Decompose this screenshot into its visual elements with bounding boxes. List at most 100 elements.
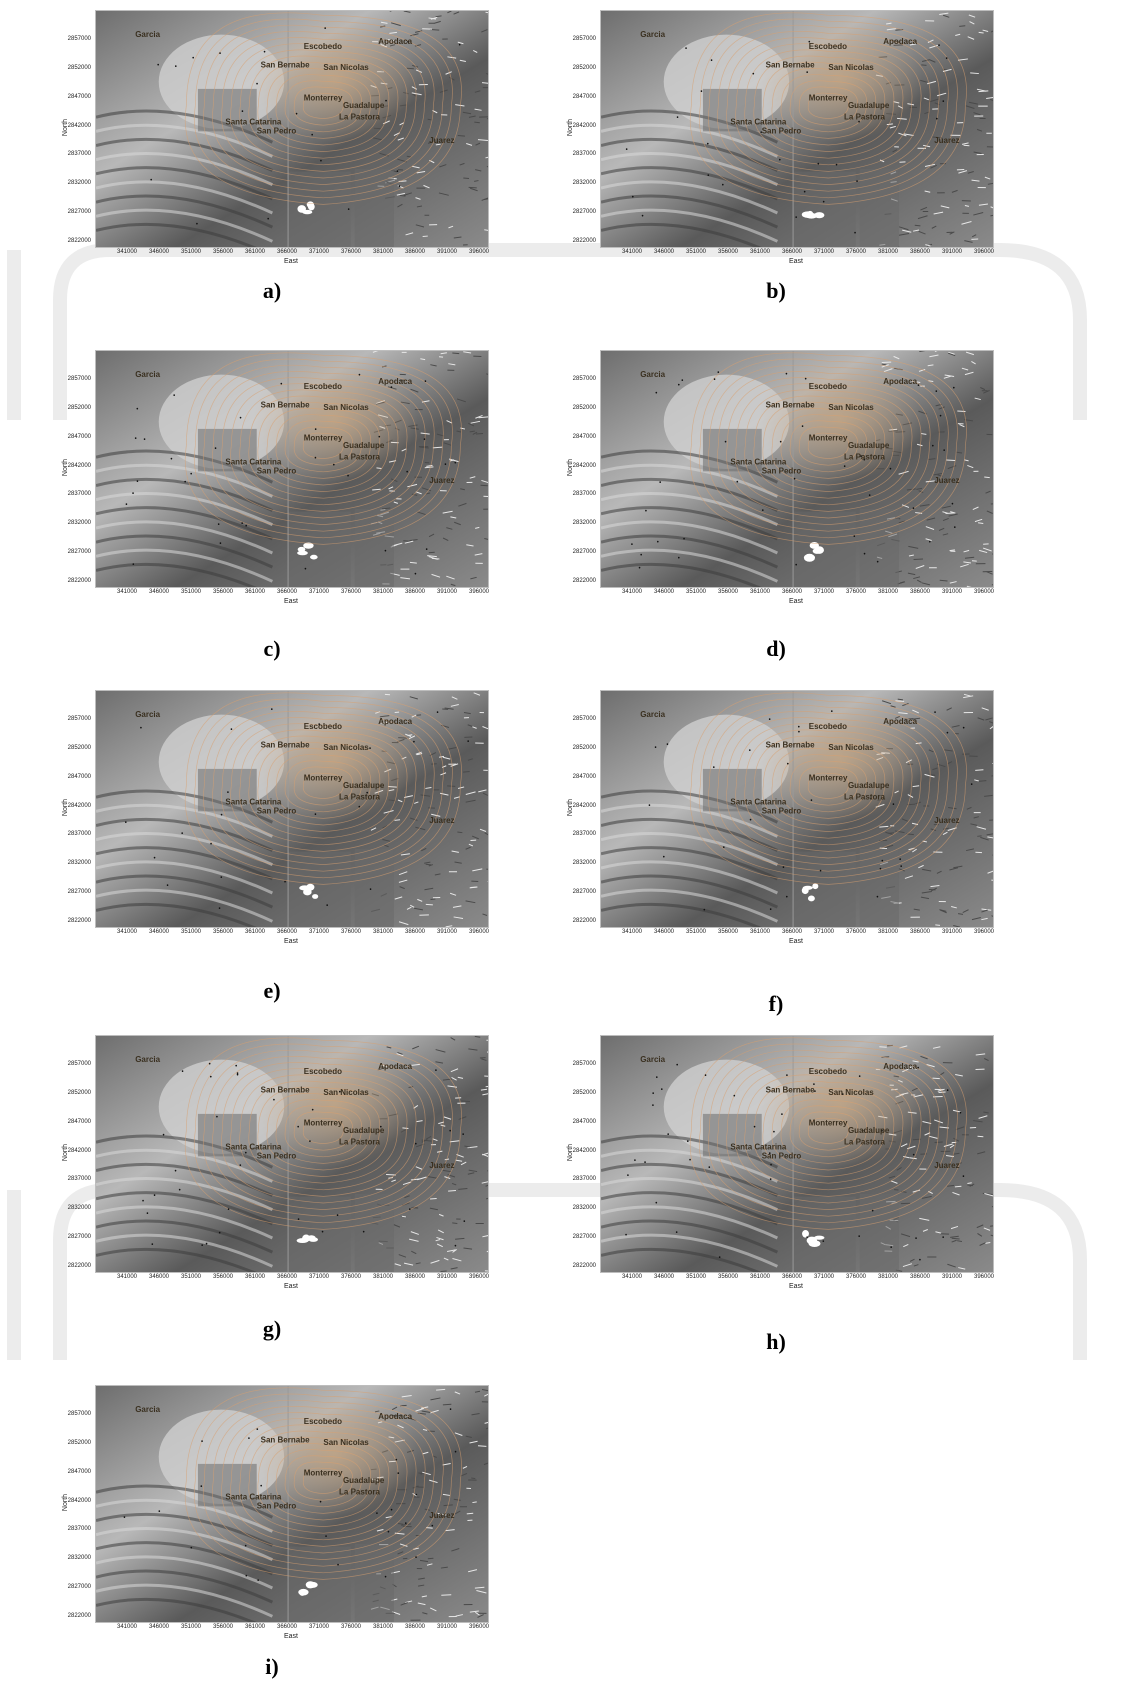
x-tick-label: 361000 — [244, 1624, 266, 1630]
sample-point: • — [311, 133, 313, 139]
terrain-texture — [978, 780, 987, 782]
x-tick-label: 396000 — [973, 1274, 995, 1280]
image-tile — [859, 1194, 899, 1272]
x-tick-label: 386000 — [404, 589, 426, 595]
panel-label: a) — [262, 278, 282, 303]
terrain-texture — [457, 831, 463, 834]
sample-point: • — [385, 99, 387, 105]
terrain-texture — [409, 539, 418, 542]
panel-label: h) — [766, 1329, 786, 1354]
white-spot — [298, 1588, 309, 1596]
terrain-texture — [984, 176, 991, 180]
terrain-texture — [462, 771, 470, 773]
y-tick-label: 2842000 — [572, 462, 596, 469]
terrain-texture — [435, 15, 442, 18]
contour-line — [780, 1099, 877, 1164]
sample-point: • — [396, 170, 398, 176]
x-tick-label: 366000 — [781, 929, 803, 935]
sample-point: • — [813, 1083, 815, 1089]
terrain-texture — [468, 1169, 478, 1173]
terrain-texture — [949, 867, 959, 871]
terrain-texture — [455, 1237, 465, 1240]
contour-line — [184, 1037, 462, 1230]
white-spot — [812, 548, 821, 554]
ridge-line — [96, 1569, 274, 1604]
sample-point: • — [358, 373, 360, 379]
terrain-texture — [933, 211, 944, 215]
terrain-texture — [404, 1195, 410, 1199]
contour-line — [293, 86, 353, 126]
terrain-texture — [912, 1060, 919, 1063]
contour-line — [257, 401, 390, 492]
contour-line — [302, 772, 344, 799]
terrain-texture — [397, 1551, 404, 1555]
sample-point: • — [879, 867, 881, 873]
terrain-texture — [961, 142, 969, 145]
terrain-texture — [915, 512, 923, 514]
sample-point: • — [971, 782, 973, 788]
terrain-texture — [425, 492, 431, 495]
x-tick-label: 386000 — [909, 589, 931, 595]
ridge-line — [96, 180, 274, 215]
sample-point: • — [415, 1556, 417, 1562]
y-tick-label: 2837000 — [67, 1526, 91, 1533]
sample-point: • — [295, 112, 297, 118]
terrain-texture — [425, 863, 432, 866]
white-spot — [302, 1234, 311, 1242]
terrain-texture — [469, 886, 478, 889]
terrain-texture — [931, 225, 937, 229]
contour-line — [248, 1430, 399, 1534]
terrain-texture — [435, 1049, 446, 1053]
terrain-texture — [482, 1235, 488, 1238]
sample-point: • — [700, 89, 702, 95]
terrain-texture — [448, 363, 456, 366]
terrain-texture — [989, 725, 993, 730]
sample-point: • — [409, 1207, 411, 1213]
terrain-texture — [454, 1432, 463, 1437]
terrain-texture — [983, 389, 990, 394]
contour-line — [780, 74, 877, 139]
terrain-texture — [483, 198, 488, 200]
sample-point: • — [770, 1177, 772, 1183]
terrain-texture — [966, 848, 975, 852]
terrain-texture — [446, 575, 455, 580]
y-tick-label: 2837000 — [572, 151, 596, 158]
y-tick-label: 2852000 — [67, 64, 91, 71]
terrain-texture — [977, 1233, 983, 1237]
terrain-texture — [447, 11, 452, 14]
x-tick-label: 356000 — [717, 249, 739, 255]
white-spot — [807, 895, 815, 902]
y-tick-label: 2857000 — [67, 376, 91, 382]
sample-point: • — [935, 390, 937, 396]
terrain-texture — [482, 792, 488, 796]
sample-point: • — [319, 1500, 321, 1506]
terrain-texture — [918, 230, 926, 235]
terrain-texture — [982, 547, 992, 552]
white-spot — [310, 554, 318, 560]
contour-line — [221, 377, 426, 519]
y-tick-label: 2827000 — [67, 209, 91, 216]
terrain-texture — [426, 1563, 433, 1566]
ridge-line — [601, 1177, 779, 1212]
ridge-line — [601, 222, 762, 247]
town-label: La Pastora — [339, 1138, 380, 1147]
contour-line — [248, 1080, 399, 1184]
sample-point: • — [146, 1211, 148, 1217]
x-tick-label: 351000 — [180, 1624, 202, 1630]
x-tick-label: 376000 — [845, 249, 867, 255]
terrain-texture — [429, 29, 440, 31]
contour-line — [221, 37, 426, 179]
terrain-texture — [921, 890, 932, 894]
terrain-texture — [403, 192, 412, 196]
town-label: La Pastora — [339, 793, 380, 802]
sample-point: • — [142, 1199, 144, 1205]
x-tick-label: 351000 — [685, 589, 707, 595]
y-tick-label: 2852000 — [67, 1439, 91, 1446]
sample-point: • — [760, 131, 762, 137]
terrain-texture — [963, 561, 972, 564]
ridge-line — [96, 152, 274, 187]
sample-point: • — [654, 746, 656, 752]
terrain-texture — [449, 1140, 460, 1143]
sample-point: • — [415, 1142, 417, 1148]
contour-line — [789, 1105, 867, 1158]
